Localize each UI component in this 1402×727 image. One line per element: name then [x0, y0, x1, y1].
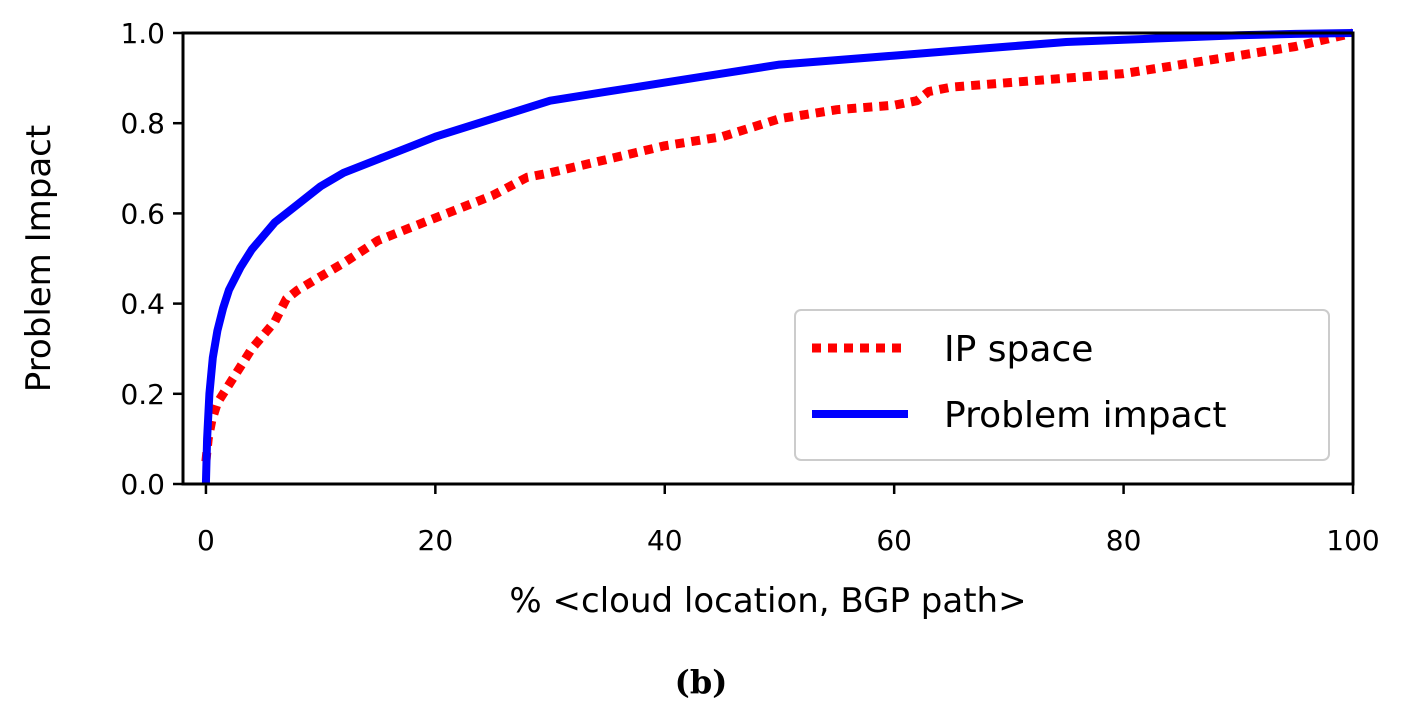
y-tick-label: 0.6	[120, 197, 165, 230]
x-tick-label: 40	[647, 524, 683, 557]
legend-box	[794, 309, 1330, 461]
ticks-layer: 0 20 40 60 80 100 0.0 0.2 0.4 0.6 0.8 1.0	[120, 17, 1379, 557]
x-tick-label: 100	[1326, 524, 1379, 557]
y-axis-label: Problem Impact	[19, 125, 59, 392]
y-tick-label: 0.4	[120, 288, 165, 321]
x-axis-label: % <cloud location, BGP path>	[509, 581, 1026, 621]
series-line-ip-space	[201, 28, 1355, 462]
x-tick-label: 80	[1106, 524, 1142, 557]
y-tick-label: 0.2	[120, 378, 165, 411]
chart: 0 20 40 60 80 100 0.0 0.2 0.4 0.6 0.8 1.0 % <cloud …	[19, 17, 1380, 621]
legend: IP space Problem impact	[794, 309, 1330, 461]
x-tick-label: 60	[876, 524, 912, 557]
y-tick-label: 0.8	[120, 107, 165, 140]
series-layer	[201, 28, 1355, 485]
series-line-problem-impact	[201, 29, 1354, 485]
x-tick-label: 20	[418, 524, 454, 557]
y-tick-label: 1.0	[120, 17, 165, 50]
figure-caption: (b)	[674, 663, 728, 701]
legend-label-problem-impact: Problem impact	[944, 395, 1227, 436]
y-tick-label: 0.0	[120, 468, 165, 501]
x-tick-label: 0	[197, 524, 215, 557]
plot-frame	[181, 31, 1355, 486]
legend-label-ip-space: IP space	[944, 329, 1093, 370]
